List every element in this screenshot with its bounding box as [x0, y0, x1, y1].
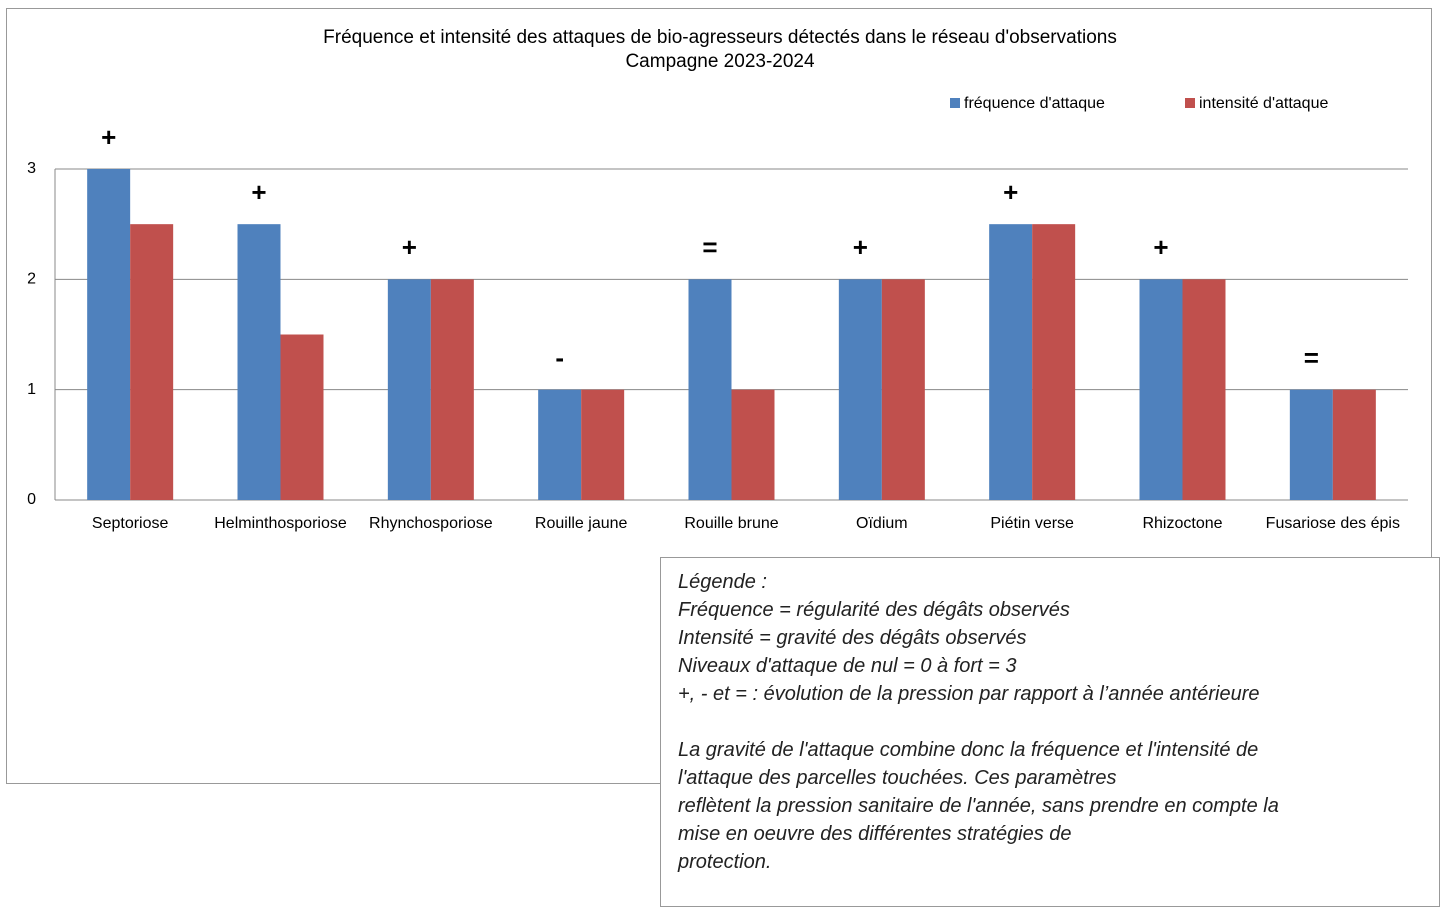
chart-title: Fréquence et intensité des attaques de b…	[323, 27, 1117, 48]
chart-subtitle: Campagne 2023-2024	[625, 51, 815, 72]
x-tick-label: Rouille brune	[684, 515, 778, 532]
bar	[430, 279, 474, 500]
bar	[237, 224, 281, 500]
bar	[1289, 389, 1333, 500]
legend-swatch	[950, 98, 960, 108]
evolution-marker: +	[251, 177, 266, 207]
bar	[130, 224, 174, 500]
bar	[387, 279, 431, 500]
x-tick-label: Helminthosporiose	[214, 515, 347, 532]
bar	[1032, 224, 1076, 500]
note-line: +, - et = : évolution de la pression par…	[678, 683, 1260, 705]
note-line: l'attaque des parcelles touchées. Ces pa…	[678, 767, 1117, 789]
bar	[1332, 389, 1376, 500]
x-tick-label: Oïdium	[856, 515, 908, 532]
legend-note: Légende : Fréquence = régularité des dégâ…	[660, 557, 1440, 907]
y-tick-label: 1	[27, 381, 36, 398]
bar	[731, 389, 775, 500]
bar	[989, 224, 1033, 500]
note-line: Niveaux d'attaque de nul = 0 à fort = 3	[678, 655, 1017, 677]
bar	[280, 334, 324, 500]
y-tick-label: 0	[27, 491, 36, 508]
x-tick-label: Fusariose des épis	[1266, 515, 1400, 532]
note-line: mise en oeuvre des différentes stratégie…	[678, 823, 1072, 845]
note-line: Fréquence = régularité des dégâts observ…	[678, 599, 1070, 621]
bar	[688, 279, 732, 500]
legend-swatch	[1185, 98, 1195, 108]
bar	[838, 279, 882, 500]
evolution-marker: +	[1003, 177, 1018, 207]
legend-label: fréquence d'attaque	[964, 95, 1105, 112]
evolution-marker: =	[1304, 343, 1319, 373]
bar	[581, 389, 625, 500]
legend-label: intensité d'attaque	[1199, 95, 1328, 112]
y-tick-label: 3	[27, 160, 36, 177]
x-tick-label: Rhizoctone	[1142, 515, 1222, 532]
x-tick-label: Piétin verse	[990, 515, 1074, 532]
evolution-marker: -	[555, 343, 564, 373]
x-tick-label: Septoriose	[92, 515, 169, 532]
bar	[87, 169, 131, 500]
note-line: La gravité de l'attaque combine donc la …	[678, 739, 1259, 761]
bar	[881, 279, 925, 500]
x-tick-label: Rouille jaune	[535, 515, 628, 532]
evolution-marker: +	[402, 232, 417, 262]
evolution-marker: +	[1153, 232, 1168, 262]
note-line: Intensité = gravité des dégâts observés	[678, 627, 1027, 649]
note-line: protection.	[678, 851, 772, 873]
y-tick-label: 2	[27, 271, 36, 288]
note-line: reflètent la pression sanitaire de l'ann…	[678, 795, 1279, 817]
evolution-marker: +	[853, 232, 868, 262]
bar	[538, 389, 582, 500]
evolution-marker: =	[702, 232, 717, 262]
evolution-marker: +	[101, 122, 116, 152]
bar	[1182, 279, 1226, 500]
x-tick-label: Rhynchosporiose	[369, 515, 493, 532]
note-line: Légende :	[678, 571, 767, 593]
bar	[1139, 279, 1183, 500]
